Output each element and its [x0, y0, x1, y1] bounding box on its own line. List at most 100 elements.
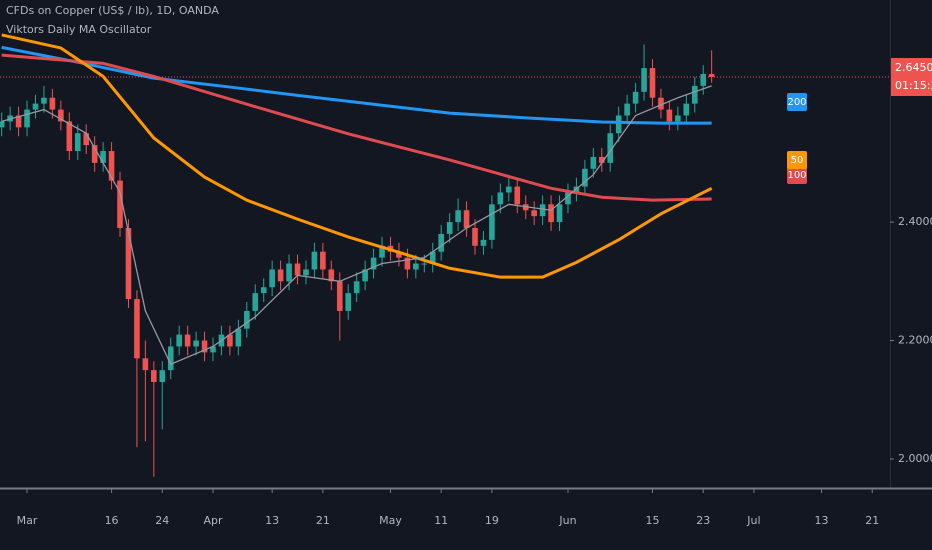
candle-body — [294, 263, 301, 276]
y-tick-label: 2.20000 — [898, 334, 932, 347]
x-tick-label: 15 — [645, 514, 659, 527]
countdown-label: 01:15:30 — [895, 79, 932, 92]
ma-line — [1, 45, 712, 125]
candle-body — [201, 340, 208, 353]
candle-body — [328, 269, 335, 282]
x-tick-label: 13 — [265, 514, 279, 527]
candle-body — [286, 263, 292, 282]
candle-body — [632, 91, 639, 104]
candle-body — [708, 74, 715, 77]
candle-body — [624, 103, 630, 116]
candle-body — [582, 168, 588, 187]
candle-body — [269, 269, 275, 288]
ma-badge-label: 50 — [791, 155, 804, 166]
candle-body — [480, 239, 487, 246]
ma-badge — [787, 93, 807, 111]
x-tick-label: 23 — [696, 514, 710, 527]
candle-body — [74, 133, 81, 152]
candle-body — [438, 233, 444, 252]
candle-body — [506, 186, 512, 193]
candle-body — [607, 133, 614, 163]
candle-body — [396, 251, 402, 258]
candle-body — [700, 74, 707, 86]
candle-body — [548, 204, 554, 223]
candle-body — [252, 293, 259, 311]
x-tick-label: Mar — [17, 514, 38, 527]
candle-body — [497, 192, 504, 205]
candle-body — [590, 156, 597, 169]
candle-body — [615, 115, 622, 134]
candle-body — [15, 115, 22, 128]
candle-body — [184, 334, 191, 347]
candle-body — [210, 346, 216, 353]
candle-body — [49, 97, 56, 110]
x-tick-label: 13 — [815, 514, 829, 527]
x-tick-label: 19 — [485, 514, 499, 527]
indicator-name: Viktors Daily MA Oscillator — [6, 23, 152, 36]
ma-line — [1, 33, 713, 279]
candle-body — [32, 103, 39, 110]
last-price-box — [891, 57, 932, 96]
candle-body — [159, 370, 166, 382]
candle-body — [83, 133, 90, 146]
candle-body — [277, 269, 284, 282]
candle-body — [336, 281, 343, 311]
candle-body — [641, 68, 647, 92]
candle-body — [421, 263, 428, 265]
candle-body — [446, 222, 453, 234]
candle-body — [429, 251, 436, 264]
ma-badge-label: 200 — [787, 97, 806, 108]
candle-body — [404, 257, 411, 270]
candle-body — [362, 269, 368, 282]
candle-body — [243, 310, 250, 329]
candle-body — [235, 328, 242, 347]
candle-body — [134, 299, 140, 359]
candle-body — [142, 358, 149, 371]
candle-body — [66, 121, 73, 152]
ma-badge-label: 100 — [787, 170, 806, 181]
candle-body — [91, 145, 98, 163]
candle-body — [514, 186, 521, 205]
ma-badge — [787, 151, 807, 169]
x-tick-label: Jun — [558, 514, 576, 527]
candle-body — [320, 251, 326, 270]
x-tick-label: 21 — [316, 514, 330, 527]
x-tick-label: Apr — [203, 514, 223, 527]
candle-body — [193, 340, 199, 347]
y-tick-label: 2.40000 — [898, 215, 932, 228]
candle-body — [100, 151, 106, 163]
ma-badge — [787, 166, 807, 184]
candle-body — [176, 334, 182, 347]
candle-body — [353, 281, 360, 294]
candle-body — [311, 251, 318, 270]
candle-body — [675, 115, 681, 122]
candle-body — [691, 85, 698, 104]
candle-body — [666, 109, 673, 122]
candle-body — [260, 287, 267, 294]
y-tick-label: 2.00000 — [898, 452, 932, 465]
x-tick-label: 16 — [105, 514, 119, 527]
x-tick-label: Jul — [746, 514, 760, 527]
candle-body — [108, 151, 115, 181]
candle-body — [125, 228, 132, 300]
x-tick-label: 11 — [434, 514, 448, 527]
x-tick-label: 24 — [155, 514, 169, 527]
candle-body — [455, 210, 461, 223]
ma-line — [1, 85, 712, 366]
candle-body — [58, 109, 64, 122]
candle-body — [370, 257, 377, 270]
candle-body — [151, 370, 157, 382]
x-tick-label: 21 — [865, 514, 879, 527]
candle-body — [167, 346, 174, 371]
candle-body — [683, 103, 690, 116]
candle-body — [565, 192, 571, 205]
x-tick-label: May — [379, 514, 402, 527]
candle-body — [658, 97, 664, 110]
candle-body — [345, 293, 352, 311]
candle-body — [489, 204, 495, 240]
candle-body — [117, 180, 123, 229]
candle-body — [379, 245, 385, 258]
